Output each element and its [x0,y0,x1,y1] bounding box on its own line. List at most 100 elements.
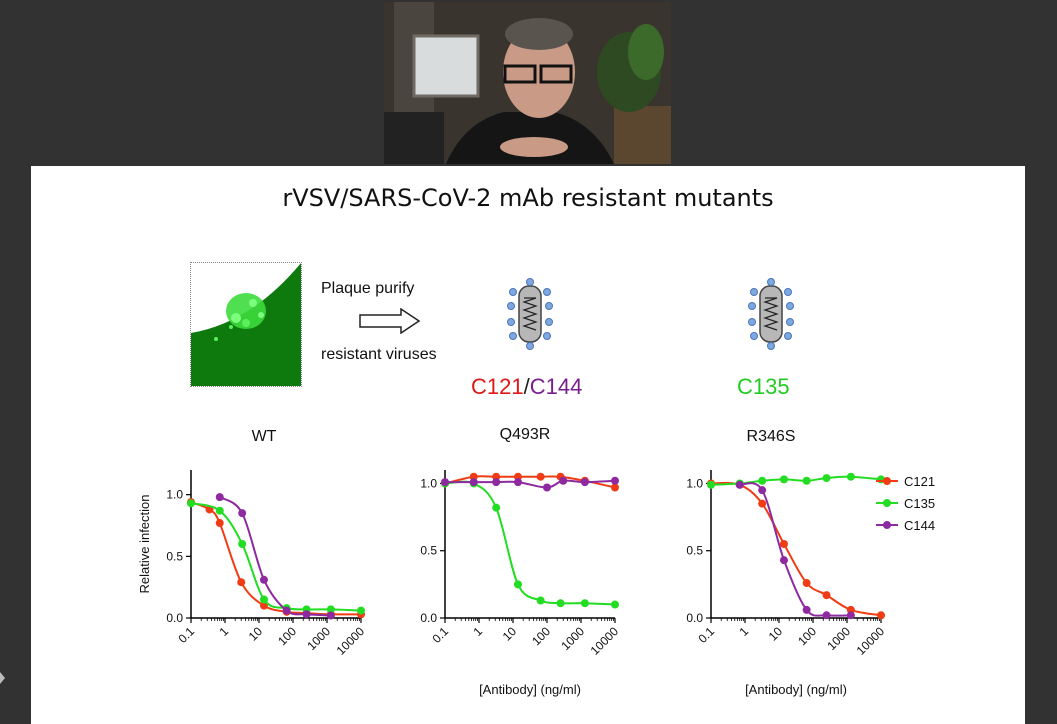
data-point-c144 [492,478,501,487]
participant-video-frame [384,2,671,164]
flow-label-top: Plaque purify [321,280,415,297]
virus1-label: C121/C144 [471,374,582,400]
data-point-c135 [187,499,195,508]
data-point-c135 [259,595,268,604]
virus-icon [748,278,794,350]
data-point-c121 [802,579,811,588]
x-tick-label: 100 [275,624,299,648]
x-tick-label: 10 [500,624,520,644]
data-point-c135 [238,540,247,548]
data-point-c144 [779,556,788,565]
y-tick-label: 0.0 [686,611,703,625]
data-point-c135 [779,475,788,484]
data-point-c144 [611,476,619,485]
legend-item: C121 [876,470,935,492]
x-tick-label: 10000 [588,624,622,658]
data-point-c135 [758,476,767,485]
flow-label-bottom: resistant viruses [321,346,437,363]
data-point-c135 [492,503,501,512]
data-point-c135 [611,600,619,609]
x-tick-label: 1 [216,624,231,639]
data-point-c121 [779,540,788,548]
series-line-c144 [219,496,331,617]
label-separator: / [523,374,530,399]
x-tick-label: 0.1 [429,624,451,646]
panel-title-q493r: Q493R [499,426,551,443]
legend-item: C135 [876,492,935,514]
data-point-c144 [802,605,811,614]
right-arrow-icon [359,308,421,334]
data-point-c144 [215,493,224,502]
data-point-c144 [259,575,268,584]
data-point-c121 [877,611,885,620]
y-tick-label: 0.0 [420,611,437,625]
legend-item: C144 [876,514,935,536]
y-tick-label: 1.0 [166,488,183,502]
panel-title-r346s: R346S [746,428,796,445]
data-point-c135 [536,596,545,605]
data-point-c144 [441,478,449,487]
data-point-c121 [611,483,619,492]
x-tick-label: 1000 [558,624,587,653]
presentation-slide: rVSV/SARS-CoV-2 mAb resistant mutants Pl… [31,166,1025,724]
data-point-c144 [559,476,568,485]
data-point-c121 [215,519,224,528]
y-tick-label: 0.5 [166,549,183,563]
data-point-c144 [735,480,744,489]
x-tick-label: 10 [246,624,266,644]
x-tick-label: 100 [795,624,819,648]
x-tick-label: 10 [766,624,786,644]
x-tick-label: 0.1 [695,624,717,646]
data-point-c144 [822,611,831,620]
data-point-c144 [758,486,767,495]
side-handle-icon[interactable] [0,672,6,684]
participant-video[interactable] [384,2,671,164]
label-c144: C144 [529,374,583,399]
data-point-c135 [215,506,224,515]
data-point-c121 [822,591,831,600]
x-tick-label: 10000 [854,624,888,658]
data-point-c135 [513,580,522,589]
series-line-c121 [190,501,362,616]
data-point-c121 [758,499,767,508]
data-point-c144 [513,478,522,487]
data-point-c135 [822,474,831,483]
slide-title: rVSV/SARS-CoV-2 mAb resistant mutants [282,184,774,212]
y-tick-label: 1.0 [420,476,437,490]
x-tick-label: 100 [529,624,553,648]
y-tick-label: 0.0 [166,611,183,625]
data-point-c135 [556,599,565,608]
data-point-c144 [543,483,551,492]
y-axis-label: Relative infection [137,495,152,594]
chart-wt: 0.0 0.5 1.0 0.1 1 10 100 1000 10000 Relative infe… [137,470,368,658]
legend-label: C121 [904,473,936,489]
x-tick-label: 1 [470,624,485,639]
x-axis-label: [Antibody] (ng/ml) [479,682,581,697]
virus-icon [507,278,553,350]
data-point-c121 [536,472,545,481]
data-point-c121 [259,601,268,610]
data-point-c144 [282,606,291,615]
data-point-c144 [469,478,478,487]
x-tick-label: 1000 [824,624,853,653]
data-point-c135 [580,599,589,608]
legend: C121 C135 C144 [876,470,935,536]
y-tick-label: 0.5 [420,544,437,558]
x-tick-label: 10000 [334,624,368,658]
data-point-c135 [802,476,811,485]
chart-r346s: 0.0 0.5 1.0 0.1 1 10 100 1000 10000 [Antibody] (n… [686,470,888,697]
series-line-c121 [710,481,882,617]
y-tick-label: 1.0 [686,476,703,490]
legend-label: C144 [904,517,936,533]
chart-q493r: 0.0 0.5 1.0 0.1 1 10 100 1000 10000 [Antibody] (n… [420,470,622,697]
legend-label: C135 [904,495,936,511]
data-point-c135 [326,605,335,614]
data-point-c135 [357,606,365,615]
label-c121: C121 [471,374,524,399]
data-point-c121 [237,578,246,587]
data-point-c135 [707,480,715,489]
series-line-c135 [190,502,362,612]
data-point-c144 [302,610,311,619]
data-point-c144 [326,611,335,620]
x-axis-label: [Antibody] (ng/ml) [745,682,847,697]
